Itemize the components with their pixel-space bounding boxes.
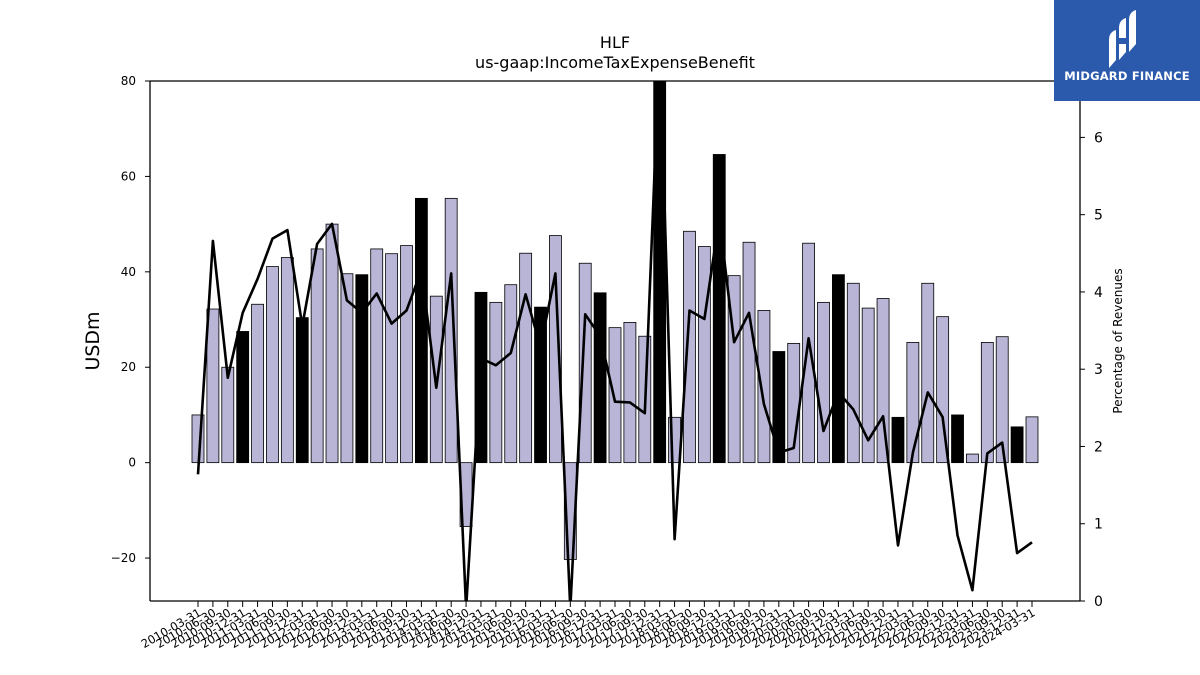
bar <box>444 197 458 464</box>
bar <box>921 282 935 464</box>
bar <box>206 308 220 464</box>
bar <box>712 154 726 464</box>
bar <box>578 262 592 464</box>
bar <box>608 327 622 464</box>
bar <box>593 292 607 464</box>
y2-tick-label: 1 <box>1094 517 1103 533</box>
y2-tick-label: 2 <box>1094 439 1103 455</box>
y-tick-label: 60 <box>121 169 136 183</box>
series-line <box>196 81 1033 601</box>
bar <box>772 351 786 464</box>
bar <box>340 273 354 464</box>
bar <box>742 241 756 464</box>
bar <box>295 317 309 464</box>
y-tick-label: 40 <box>121 265 136 279</box>
bar <box>266 266 279 464</box>
bar <box>221 366 235 464</box>
bar <box>1010 426 1024 464</box>
bar <box>802 242 816 464</box>
midgard-logo-icon <box>1109 10 1136 68</box>
bar <box>280 257 294 464</box>
brand-name: MIDGARD FINANCE <box>1064 69 1190 83</box>
bar <box>876 298 890 464</box>
y2-tick-label: 5 <box>1094 208 1103 224</box>
y2-axis-label: Percentage of Revenues <box>1111 268 1125 413</box>
bar <box>906 342 920 464</box>
bar <box>310 248 324 464</box>
bar <box>995 336 1009 464</box>
plot-group <box>191 81 1039 601</box>
bar <box>385 253 399 464</box>
bar <box>489 301 503 464</box>
bar <box>400 245 413 464</box>
bar <box>414 197 428 464</box>
bar <box>891 416 905 464</box>
bar <box>966 453 979 464</box>
bar <box>683 230 696 464</box>
y-tick-label: 80 <box>121 74 136 88</box>
y-tick-label: 0 <box>128 456 136 470</box>
bar <box>846 282 860 464</box>
bar <box>980 342 994 464</box>
bar <box>236 331 250 464</box>
brand-logo: MIDGARD FINANCE <box>1054 0 1200 101</box>
chart-title: HLF <box>600 33 630 52</box>
bar <box>936 316 950 464</box>
bar <box>817 301 830 464</box>
bar <box>504 284 518 464</box>
bar <box>355 274 369 464</box>
bar <box>757 310 771 464</box>
chart-subtitle: us-gaap:IncomeTaxExpenseBenefit <box>475 53 755 72</box>
y-tick-label: −20 <box>111 551 136 565</box>
y2-tick-label: 4 <box>1094 285 1103 301</box>
y2-tick-label: 0 <box>1094 594 1103 610</box>
y-axis-label: USDm <box>82 311 104 370</box>
y2-tick-label: 6 <box>1094 130 1103 146</box>
y2-tick-label: 3 <box>1094 362 1103 378</box>
y-tick-label: 20 <box>121 360 136 374</box>
bar <box>861 307 875 464</box>
bar <box>325 223 339 464</box>
bar <box>534 306 547 464</box>
bar <box>251 303 264 464</box>
bar <box>1025 416 1039 464</box>
bar <box>831 274 845 464</box>
bar <box>519 252 533 464</box>
bar <box>951 414 964 464</box>
bar <box>623 321 637 464</box>
bar <box>370 248 384 464</box>
bar <box>697 246 711 464</box>
